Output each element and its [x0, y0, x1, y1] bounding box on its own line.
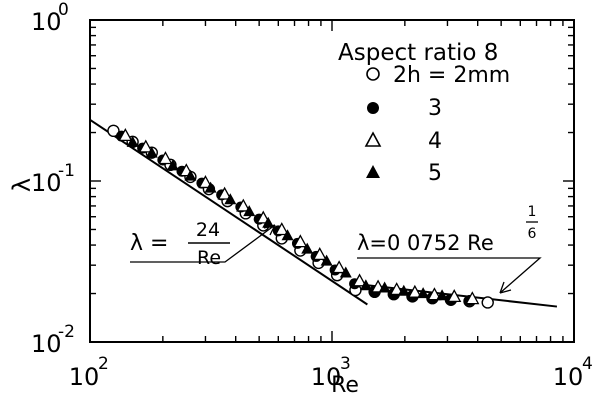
marker-open-triangle: [256, 210, 271, 224]
legend-entry-4: 4: [428, 129, 442, 154]
laminar-annotation: λ = 24 Re: [130, 219, 276, 269]
marker-open-triangle: [217, 186, 232, 200]
data-markers: [107, 124, 494, 309]
x-tick-label: 10: [553, 363, 584, 391]
marker-filled-triangle: [145, 146, 158, 158]
marker-open-triangle: [293, 234, 308, 248]
laminar-lhs: λ =: [130, 231, 168, 256]
marker-filled-triangle: [301, 242, 314, 254]
turbulent-annotation: λ=0 0752 Re 1 6: [357, 204, 542, 294]
marker-filled-triangle: [339, 266, 352, 278]
marker-open-triangle: [118, 128, 133, 142]
marker-filled-triangle: [378, 281, 391, 293]
marker-filled-triangle: [417, 287, 430, 299]
marker-filled-triangle: [224, 193, 237, 205]
turbulent-exp-denominator: 6: [528, 226, 537, 242]
marker-filled-triangle: [262, 216, 275, 228]
turbulent-arrow-head: [499, 281, 512, 294]
x-tick-label-exponent: 3: [340, 354, 351, 374]
marker-filled-triangle: [166, 159, 179, 171]
legend-entry-5: 5: [428, 161, 442, 186]
marker-open-triangle: [465, 291, 480, 305]
turbulent-lhs: λ=0 0752 Re: [357, 231, 494, 255]
marker-open-circle: [107, 124, 120, 138]
y-tick-label: 10: [31, 330, 62, 358]
marker-open-triangle: [332, 260, 347, 274]
fit-line-turbulent: [359, 283, 558, 308]
marker-filled-triangle: [281, 229, 294, 241]
x-tick-label: 10: [69, 363, 100, 391]
marker-filled-triangle: [397, 284, 410, 296]
marker-open-circle: [481, 296, 494, 309]
legend-marker-open-triangle: [364, 131, 382, 147]
x-tick-label: 10: [311, 363, 342, 391]
marker-open-triangle: [427, 287, 442, 301]
axis-ticks: [89, 20, 574, 343]
marker-filled-triangle: [126, 135, 139, 147]
marker-open-triangle: [389, 282, 404, 296]
x-axis-label: Re: [331, 373, 359, 396]
y-tick-label-exponent: -1: [58, 161, 75, 181]
legend-marker-filled-triangle: [366, 165, 380, 178]
turbulent-leader: [357, 257, 542, 294]
laminar-numerator: 24: [196, 219, 220, 241]
turbulent-exp-numerator: 1: [528, 204, 537, 220]
legend-title: Aspect ratio 8: [338, 40, 498, 66]
x-tick-label-exponent: 2: [98, 354, 109, 374]
marker-open-triangle: [138, 139, 153, 153]
laminar-arrow-head: [263, 224, 276, 236]
legend-entry-2mm: 2h = 2mm: [393, 63, 510, 88]
marker-open-triangle: [447, 289, 462, 303]
marker-open-triangle: [312, 247, 327, 261]
fit-lines: [89, 118, 558, 308]
y-tick-label-exponent: -2: [58, 322, 75, 342]
y-tick-label: 10: [31, 8, 62, 36]
marker-open-triangle: [407, 284, 422, 298]
legend: Aspect ratio 8 2h = 2mm 3 4 5: [338, 40, 510, 186]
laminar-denominator: Re: [197, 247, 221, 269]
marker-open-triangle: [236, 198, 251, 212]
marker-filled-triangle: [204, 181, 217, 193]
laminar-leader: [130, 224, 276, 263]
marker-filled-triangle: [436, 289, 449, 301]
marker-filled-triangle: [359, 279, 372, 291]
legend-entry-3: 3: [428, 96, 442, 121]
x-tick-label-exponent: 4: [582, 354, 593, 374]
marker-open-triangle: [274, 222, 289, 236]
marker-filled-triangle: [184, 169, 197, 181]
marker-open-triangle: [158, 151, 173, 165]
y-tick-label: 10: [31, 169, 62, 197]
marker-open-triangle: [198, 175, 213, 189]
legend-marker-filled-circle: [367, 102, 379, 114]
y-axis-label: λ: [8, 178, 36, 192]
fit-line-laminar: [89, 118, 368, 306]
marker-filled-triangle: [320, 254, 333, 266]
marker-open-triangle: [352, 273, 367, 287]
y-tick-label-exponent: 0: [58, 0, 69, 20]
legend-marker-open-circle: [366, 67, 380, 81]
marker-filled-triangle: [243, 205, 256, 217]
